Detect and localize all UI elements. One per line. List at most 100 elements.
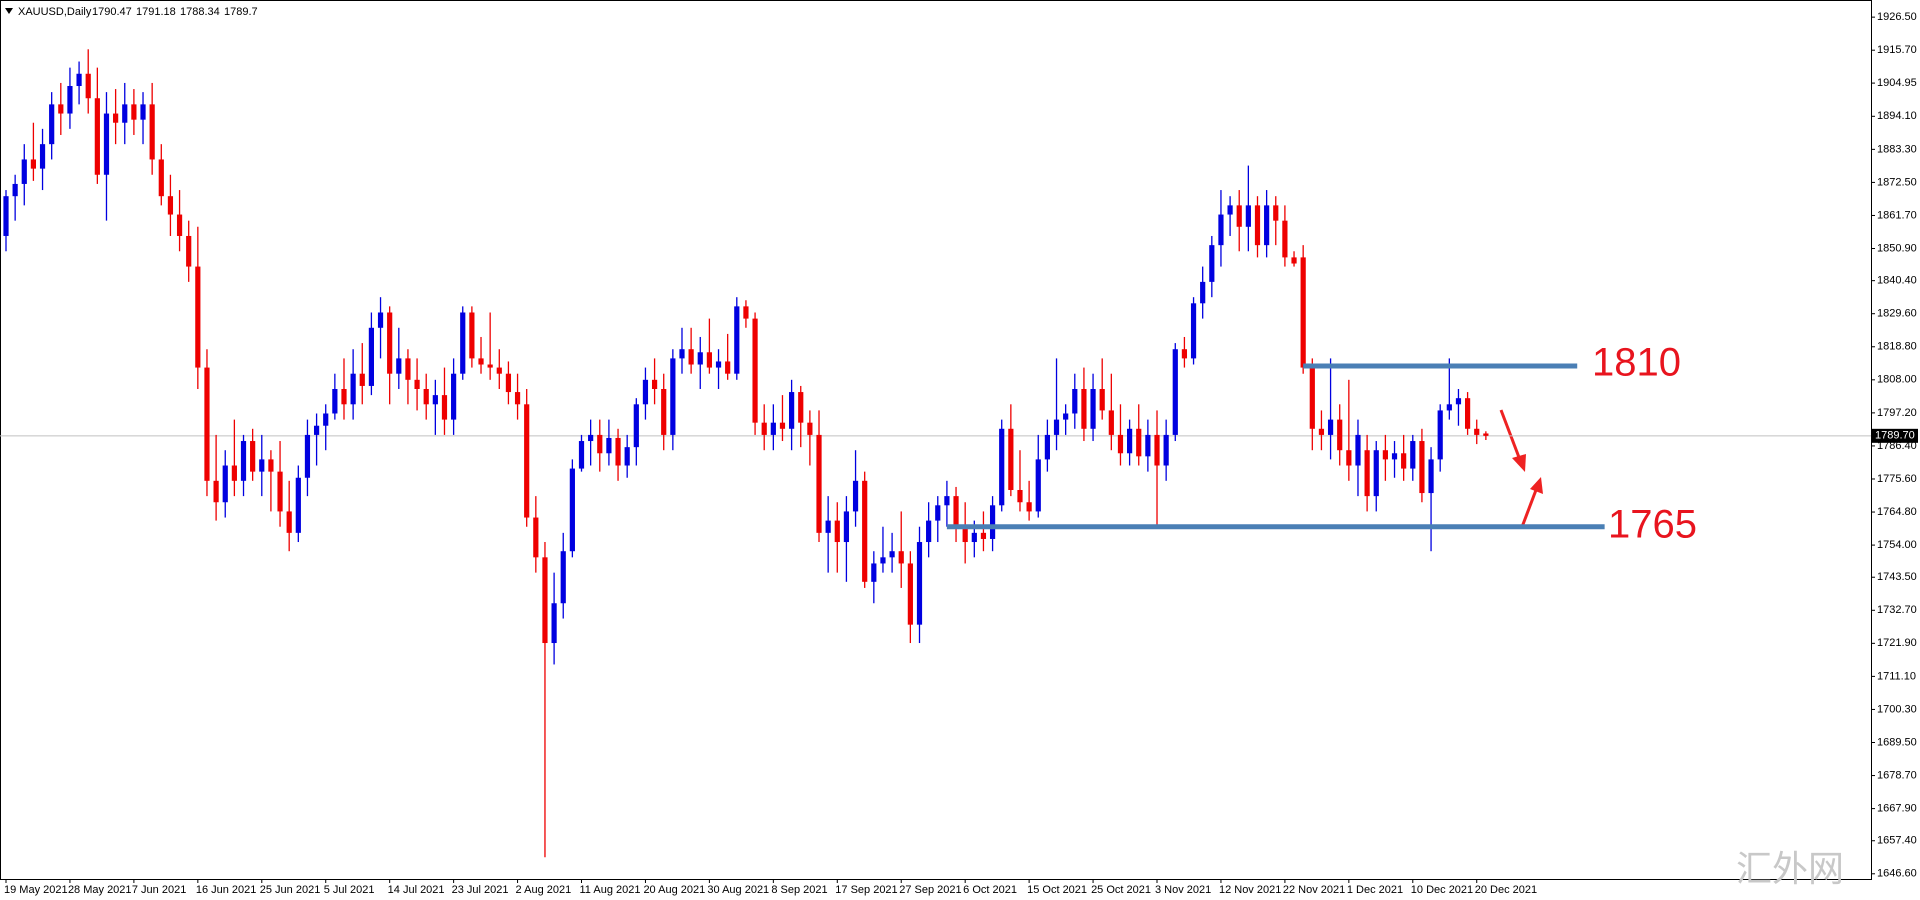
candle-body: [478, 358, 484, 365]
candle-body: [49, 104, 55, 145]
candle-body: [1127, 428, 1133, 454]
candle-body: [1264, 205, 1270, 246]
candle-body: [1318, 428, 1325, 435]
candle-body: [916, 542, 923, 625]
x-tick-label: 25 Oct 2021: [1091, 884, 1151, 896]
arrow-head: [1530, 477, 1543, 494]
candle-body: [514, 392, 521, 405]
x-tick-label: 15 Oct 2021: [1027, 884, 1087, 896]
candle-body: [588, 434, 594, 442]
candle-body: [1373, 450, 1379, 497]
x-tick-label: 3 Nov 2021: [1155, 884, 1211, 896]
y-tick-label: 1689.50: [1877, 736, 1917, 748]
candle-body: [1063, 413, 1069, 420]
x-tick-label: 14 Jul 2021: [388, 884, 445, 896]
current-price-box: [1872, 428, 1918, 443]
candle-body: [1081, 389, 1087, 429]
candle-body: [898, 551, 904, 564]
candle-body: [1108, 410, 1114, 435]
candle-body: [268, 459, 274, 472]
y-tick-label: 1732.70: [1877, 604, 1917, 616]
x-tick-label: 1 Dec 2021: [1347, 884, 1403, 896]
candle-body: [1227, 205, 1233, 215]
candle-body: [332, 389, 338, 414]
candle-body: [743, 306, 749, 319]
y-tick-label: 1754.00: [1877, 539, 1917, 551]
candle-body: [524, 404, 530, 518]
candle-body: [250, 441, 256, 472]
candle-body: [113, 113, 119, 123]
candle-body: [313, 425, 320, 435]
candle-body: [186, 235, 192, 267]
header-values: 1790.47 1791.18 1788.34 1789.7: [92, 6, 258, 18]
candle-body: [962, 526, 968, 543]
candle-body: [323, 413, 329, 426]
current-price-label: 1789.70: [1875, 430, 1915, 442]
y-tick-label: 1678.70: [1877, 769, 1917, 781]
y-tick-label: 1894.10: [1877, 110, 1917, 122]
y-tick-label: 1700.30: [1877, 703, 1917, 715]
level-label: 1765: [1608, 503, 1697, 547]
candle-body: [103, 113, 110, 175]
y-tick-label: 1667.90: [1877, 803, 1917, 815]
x-tick-label: 20 Dec 2021: [1475, 884, 1537, 896]
candle-body: [578, 441, 585, 469]
candle-body: [1145, 434, 1151, 457]
candle-body: [1163, 434, 1169, 466]
y-tick-label: 1915.70: [1877, 44, 1917, 56]
candle-body: [533, 517, 539, 558]
candle-body: [1181, 349, 1188, 359]
candle-body: [1446, 404, 1452, 411]
candle-body: [359, 373, 365, 386]
candle-body: [222, 465, 228, 503]
x-tick-label: 12 Nov 2021: [1219, 884, 1281, 896]
x-tick-label: 11 Aug 2021: [580, 884, 641, 896]
candle-body: [1026, 502, 1032, 512]
candle-body: [725, 361, 731, 374]
candle-body: [1008, 428, 1014, 490]
candle-body: [926, 520, 932, 543]
candle-body: [1017, 489, 1023, 503]
candle-body: [651, 379, 658, 390]
candle-body: [423, 389, 429, 405]
candle-body: [615, 437, 621, 466]
candle-body: [989, 505, 996, 539]
candle-body: [76, 73, 82, 87]
candle-body: [1218, 214, 1224, 246]
candle-body: [469, 312, 475, 359]
candle-body: [432, 395, 438, 405]
y-tick-label: 1786.40: [1877, 440, 1917, 452]
candle-body: [542, 557, 548, 644]
candle-body: [834, 520, 840, 543]
candle-body: [195, 266, 201, 368]
candle-body: [1455, 398, 1462, 405]
candle-body: [158, 159, 164, 197]
candle-body: [295, 477, 301, 533]
x-tick-label: 6 Oct 2021: [963, 884, 1017, 896]
candle-body: [1327, 419, 1334, 435]
candle-body: [213, 480, 219, 503]
candle-body: [1428, 459, 1434, 494]
x-tick-label: 28 May 2021: [68, 884, 132, 896]
y-tick-label: 1657.40: [1877, 835, 1917, 847]
candle-body: [1437, 410, 1443, 460]
candle-body: [670, 358, 676, 435]
y-tick-label: 1711.10: [1877, 670, 1916, 682]
candle-body: [1044, 434, 1050, 460]
candle-body: [1254, 205, 1261, 246]
candle-body: [1136, 428, 1142, 457]
candle-body: [1053, 419, 1060, 435]
candle-body: [761, 422, 767, 435]
x-tick-label: 30 Aug 2021: [707, 884, 769, 896]
candle-body: [122, 104, 128, 123]
candle-body: [907, 563, 913, 625]
candle-body: [624, 447, 630, 466]
candle-body: [1355, 434, 1361, 466]
plot-area: [0, 0, 1872, 880]
y-tick-label: 1840.40: [1877, 275, 1917, 287]
y-tick-label: 1883.30: [1877, 143, 1917, 155]
candle-body: [304, 434, 311, 478]
arrow-line: [1499, 409, 1522, 461]
candle-body: [706, 352, 712, 368]
